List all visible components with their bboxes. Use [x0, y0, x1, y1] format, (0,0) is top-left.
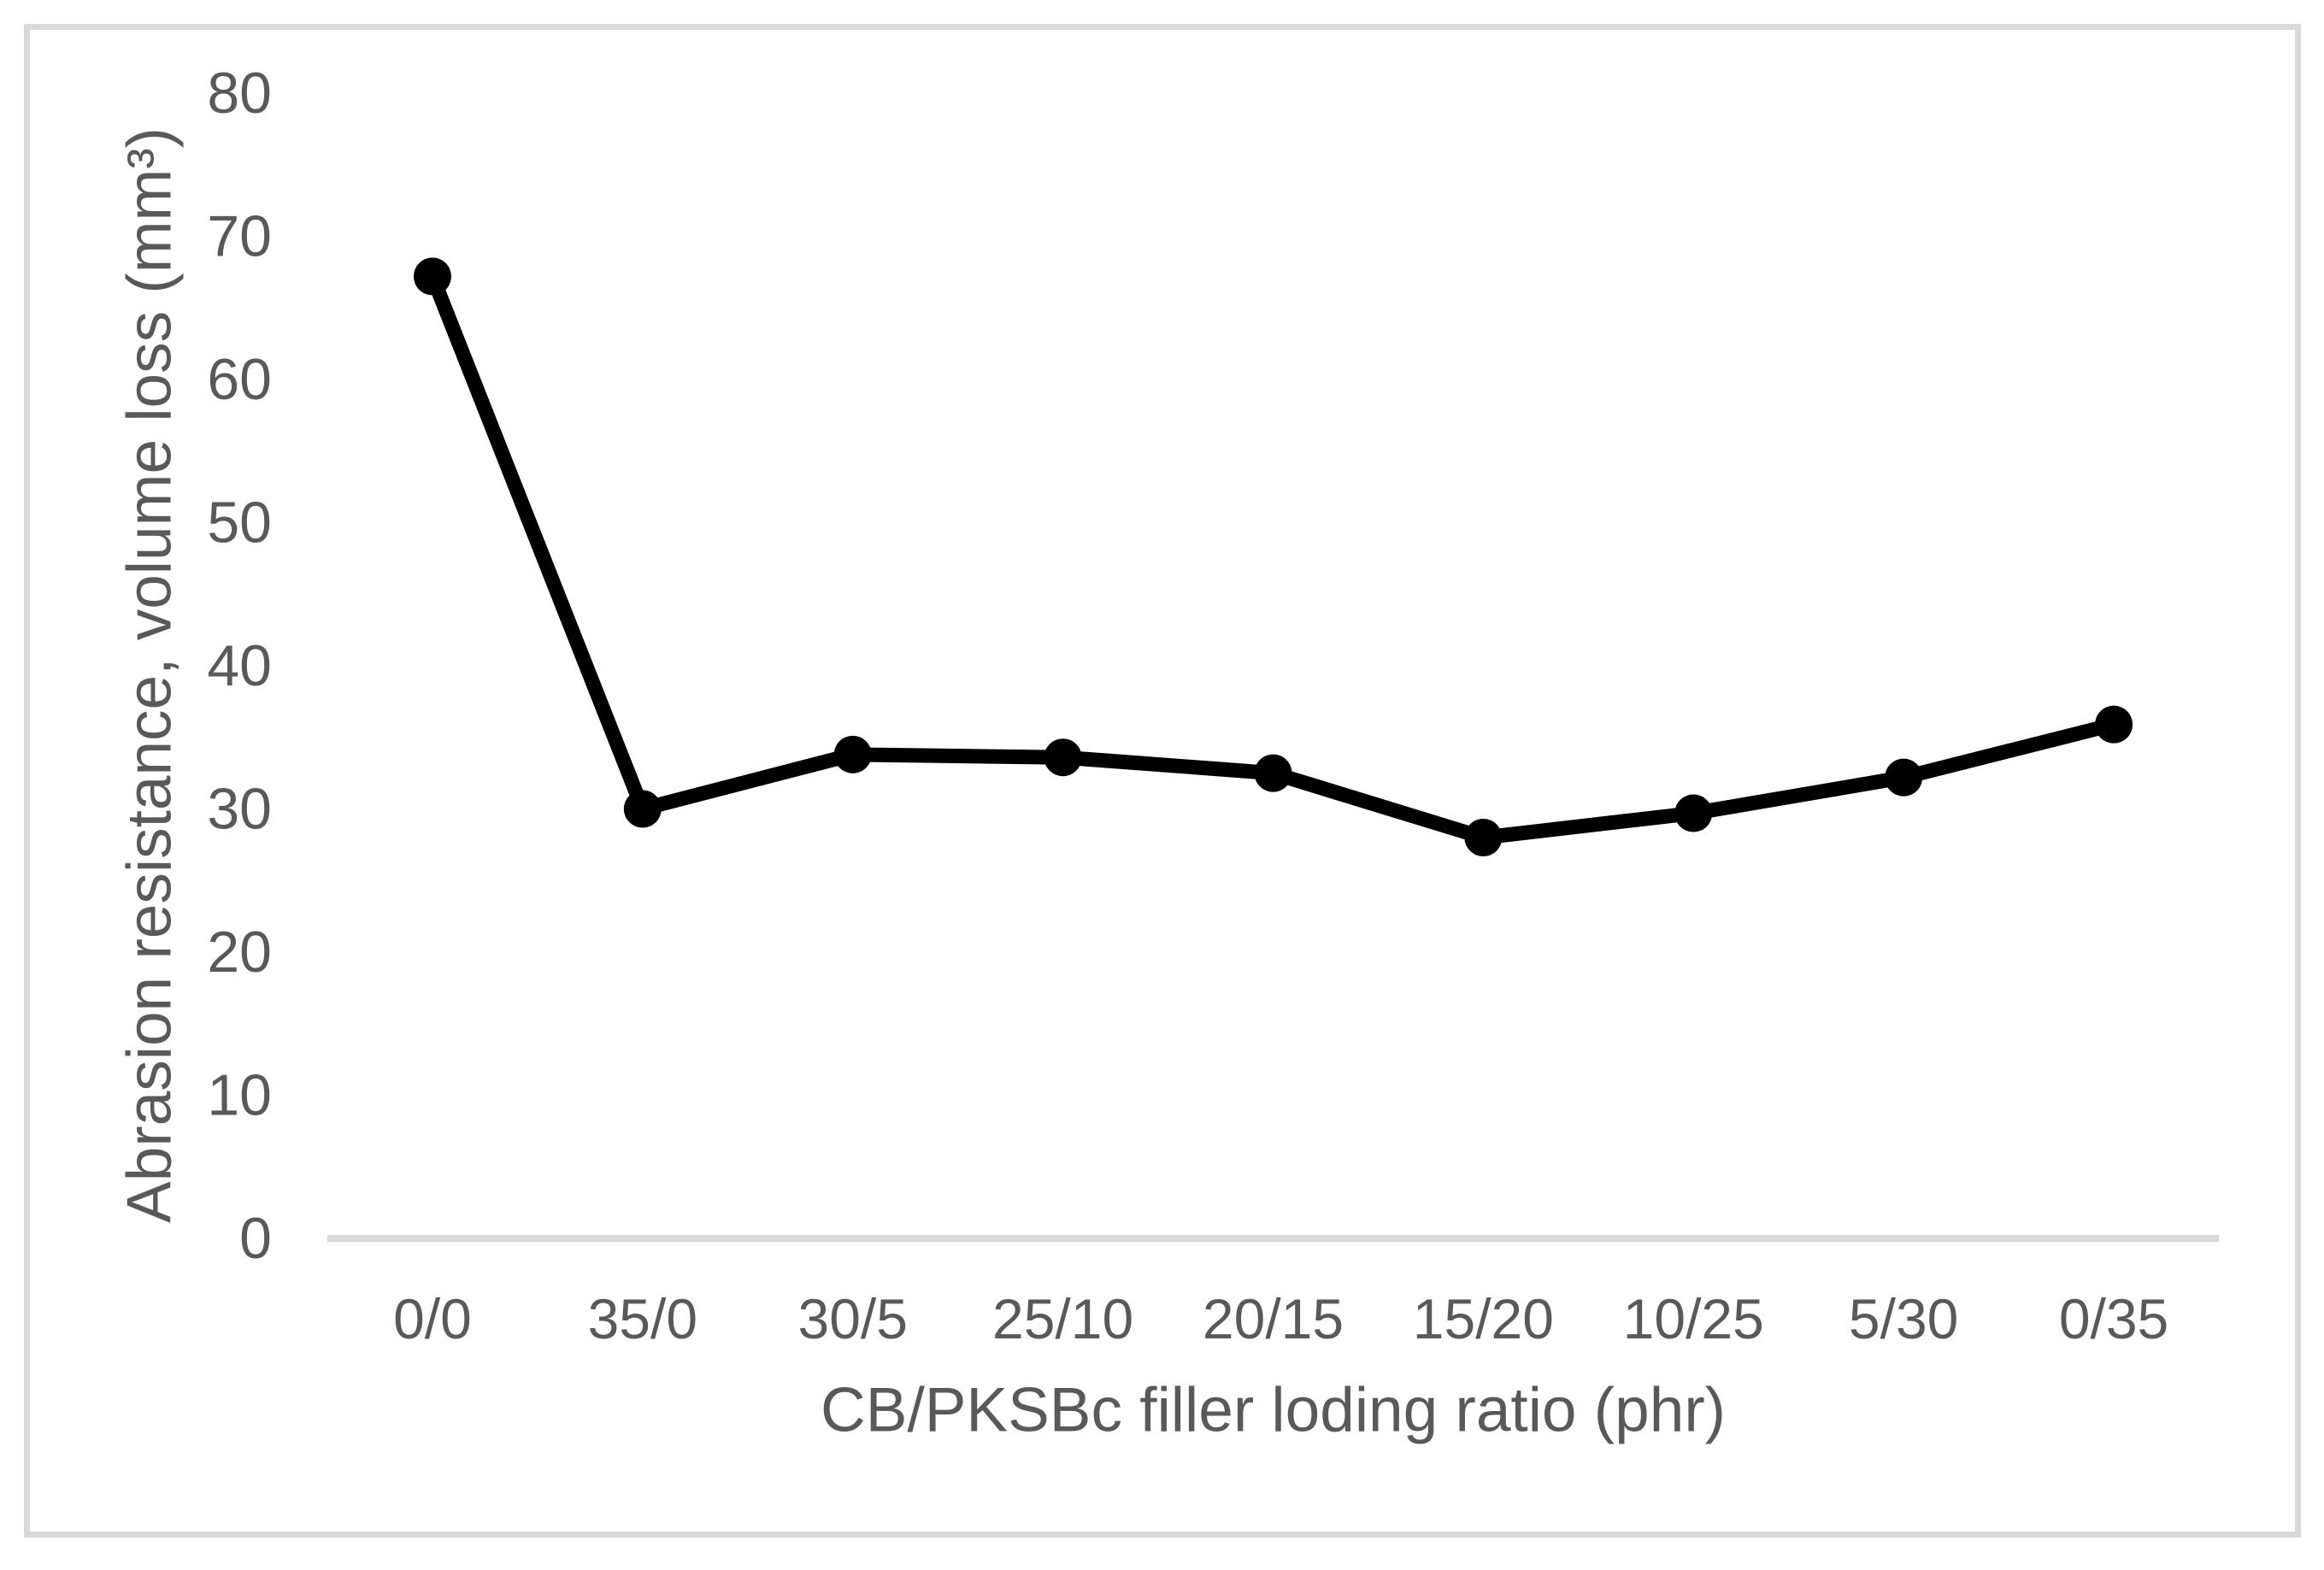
x-tick-label: 35/0 [588, 1287, 697, 1350]
data-line [425, 268, 2121, 845]
y-tick-label: 10 [207, 1063, 272, 1128]
x-tick-label: 5/30 [1849, 1287, 1958, 1350]
y-tick-label: 30 [207, 777, 272, 842]
y-tick-label: 0 [239, 1206, 272, 1271]
y-tick-label: 80 [207, 61, 272, 126]
data-point [1885, 758, 1923, 797]
data-point [1464, 819, 1503, 856]
data-point [1254, 754, 1292, 792]
y-axis-title: Abrasion resistance, volume loss (mm³) [115, 127, 185, 1223]
x-tick-label: 20/15 [1203, 1287, 1344, 1350]
x-tick-label: 0/0 [393, 1287, 472, 1350]
x-axis-title: CB/PKSBc filler loding ratio (phr) [821, 1376, 1726, 1445]
y-tick-label: 60 [207, 347, 272, 412]
y-axis-tick-labels: 0 10 20 30 40 50 60 70 80 [207, 61, 272, 1271]
data-point [2095, 705, 2133, 744]
data-point-markers [413, 257, 2133, 856]
data-point [623, 790, 662, 828]
chart-frame [24, 24, 2301, 1538]
y-tick-label: 40 [207, 633, 272, 698]
y-tick-label: 20 [207, 920, 272, 985]
y-tick-label: 70 [207, 204, 272, 269]
x-axis-category-labels: 0/0 35/0 30/5 25/10 20/15 15/20 10/25 5/30 0/35 [393, 1287, 2168, 1350]
data-point [1044, 738, 1082, 777]
x-tick-label: 0/35 [2059, 1287, 2168, 1350]
data-point [1674, 794, 1713, 832]
data-point [833, 735, 872, 773]
x-tick-label: 30/5 [797, 1287, 907, 1350]
data-point [413, 257, 451, 296]
x-tick-label: 15/20 [1413, 1287, 1554, 1350]
x-tick-label: 25/10 [992, 1287, 1133, 1350]
x-tick-label: 10/25 [1623, 1287, 1764, 1350]
y-tick-label: 50 [207, 491, 272, 556]
